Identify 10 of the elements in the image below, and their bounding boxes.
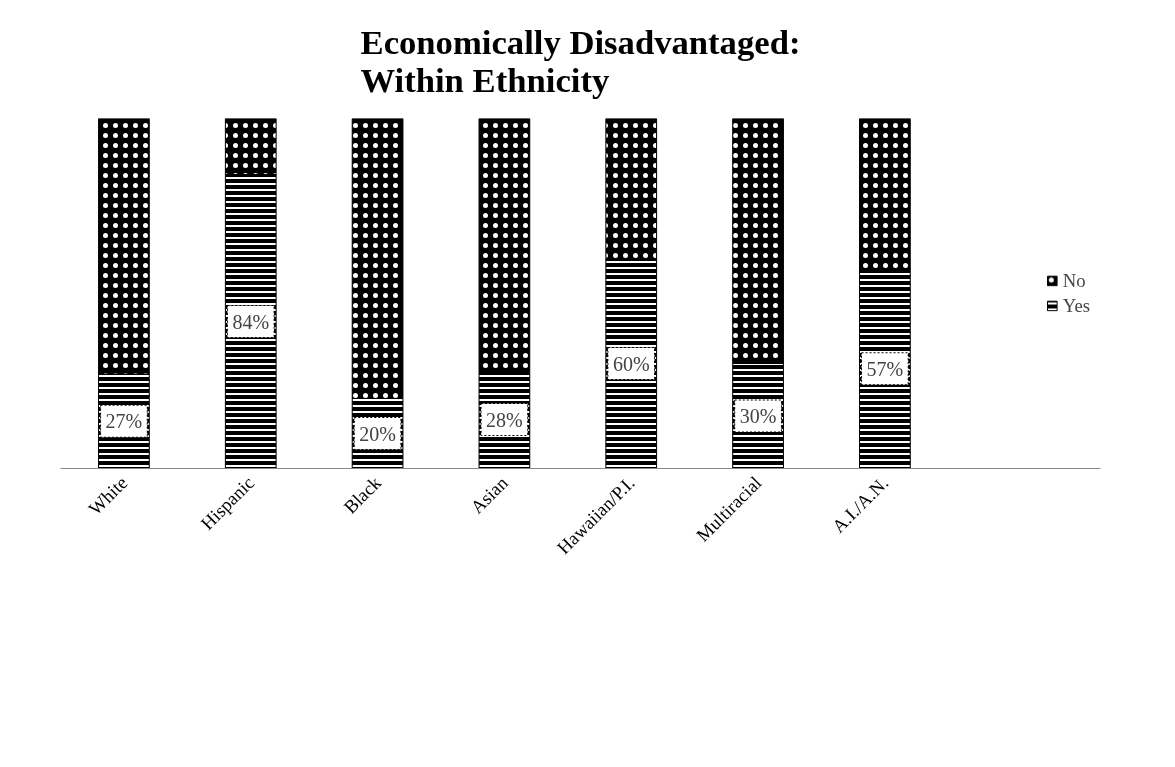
data-label: 27%: [105, 410, 143, 433]
legend-label: Yes: [1062, 294, 1090, 317]
data-label: 57%: [866, 357, 904, 380]
data-label: 20%: [359, 422, 396, 445]
data-label: 28%: [486, 408, 523, 431]
data-label: 30%: [739, 405, 777, 427]
chart-title: Economically Disadvantaged: Within Ethnicity: [360, 22, 801, 99]
data-label: 84%: [232, 310, 270, 333]
legend-label: No: [1062, 269, 1086, 292]
data-label: 60%: [612, 352, 650, 375]
